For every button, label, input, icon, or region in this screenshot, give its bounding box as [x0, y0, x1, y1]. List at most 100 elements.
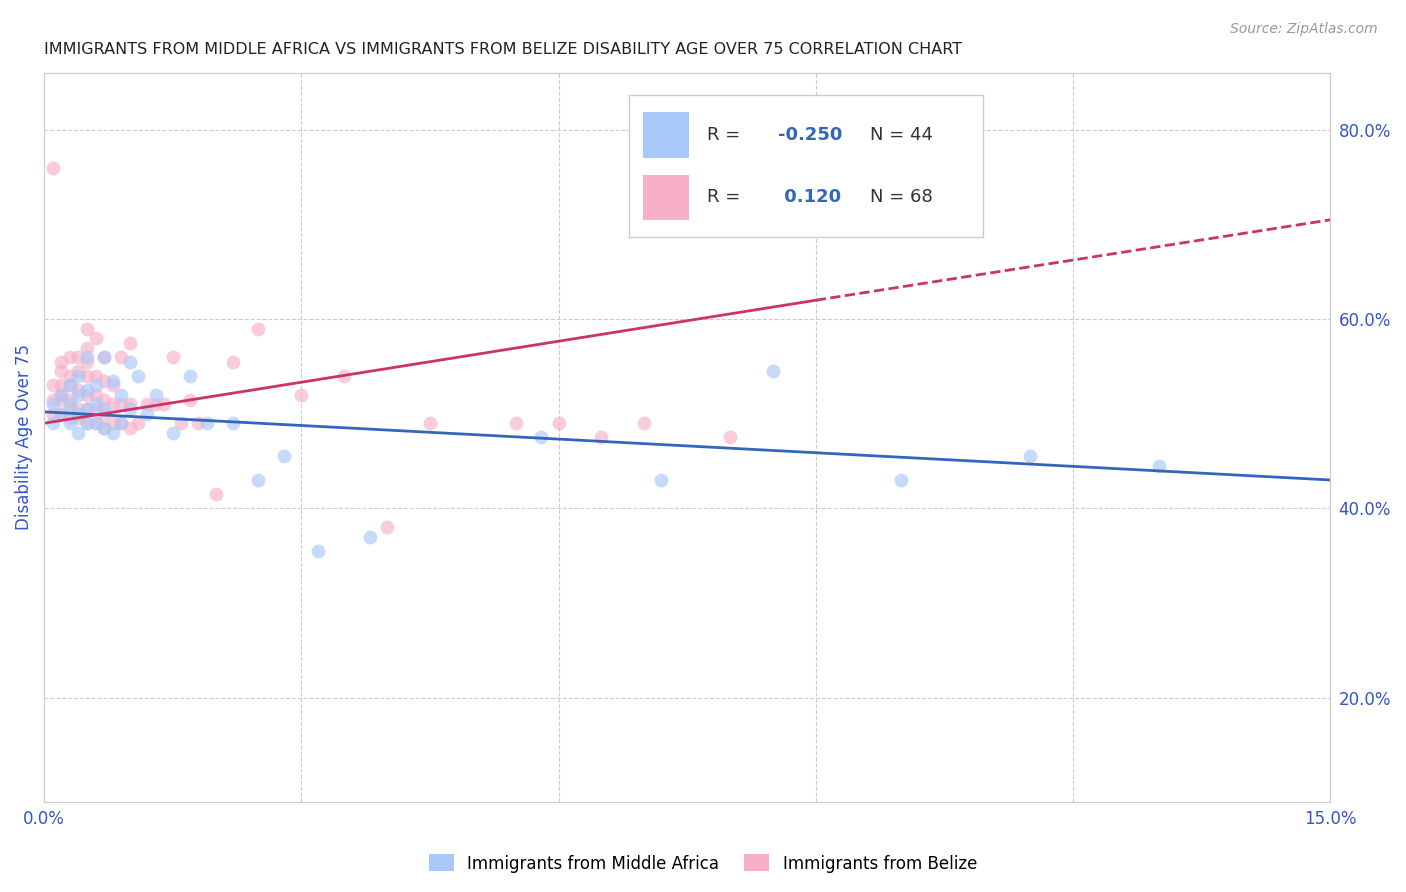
Point [93, 350, 115, 364]
Point [93, 392, 115, 407]
Point [118, 397, 141, 411]
Point [333, 368, 356, 383]
Point [136, 407, 159, 421]
Point [890, 473, 912, 487]
Legend: Immigrants from Middle Africa, Immigrants from Belize: Immigrants from Middle Africa, Immigrant… [422, 847, 984, 880]
Point [59, 402, 82, 417]
Point [179, 392, 201, 407]
Point [51, 364, 73, 378]
Point [41, 407, 63, 421]
Point [591, 430, 613, 444]
Point [84, 416, 107, 430]
Point [41, 378, 63, 392]
Point [650, 473, 672, 487]
Point [84, 416, 107, 430]
Y-axis label: Disability Age Over 75: Disability Age Over 75 [15, 344, 32, 531]
Point [145, 397, 167, 411]
Point [41, 392, 63, 407]
Point [76, 388, 98, 402]
Point [162, 425, 184, 440]
Point [1147, 458, 1170, 473]
Point [308, 544, 330, 558]
Point [93, 407, 115, 421]
Point [101, 378, 124, 392]
Point [290, 388, 312, 402]
Point [273, 450, 295, 464]
Point [59, 416, 82, 430]
Point [118, 421, 141, 435]
Point [51, 392, 73, 407]
Point [84, 378, 107, 392]
Point [41, 397, 63, 411]
Point [718, 430, 741, 444]
Point [505, 416, 527, 430]
Point [93, 421, 115, 435]
Point [67, 411, 90, 425]
Point [530, 430, 553, 444]
Point [179, 368, 201, 383]
Point [136, 397, 159, 411]
Point [67, 402, 90, 417]
Point [67, 368, 90, 383]
Point [41, 416, 63, 430]
Point [101, 397, 124, 411]
Point [170, 416, 193, 430]
Point [153, 397, 176, 411]
Point [76, 416, 98, 430]
Point [76, 368, 98, 383]
Point [76, 355, 98, 369]
Point [51, 407, 73, 421]
Point [67, 383, 90, 397]
Point [101, 374, 124, 388]
Point [375, 520, 398, 534]
Point [67, 407, 90, 421]
Point [145, 388, 167, 402]
Point [547, 416, 569, 430]
Point [76, 321, 98, 335]
Point [84, 331, 107, 345]
Point [76, 402, 98, 417]
Point [204, 487, 226, 501]
Point [76, 383, 98, 397]
Point [59, 378, 82, 392]
Point [51, 388, 73, 402]
Point [84, 397, 107, 411]
Point [195, 416, 218, 430]
Point [67, 364, 90, 378]
Point [1019, 450, 1042, 464]
Point [59, 411, 82, 425]
Point [162, 350, 184, 364]
Point [110, 397, 132, 411]
Point [67, 350, 90, 364]
Point [93, 421, 115, 435]
Point [247, 473, 270, 487]
Point [67, 425, 90, 440]
Point [110, 416, 132, 430]
Point [84, 368, 107, 383]
Point [84, 388, 107, 402]
Point [51, 378, 73, 392]
Point [51, 407, 73, 421]
Text: IMMIGRANTS FROM MIDDLE AFRICA VS IMMIGRANTS FROM BELIZE DISABILITY AGE OVER 75 C: IMMIGRANTS FROM MIDDLE AFRICA VS IMMIGRA… [44, 42, 962, 57]
Point [110, 416, 132, 430]
Point [59, 378, 82, 392]
Point [110, 350, 132, 364]
Point [222, 355, 245, 369]
Point [59, 392, 82, 407]
Point [76, 416, 98, 430]
Point [247, 321, 270, 335]
Point [222, 416, 245, 430]
Point [93, 374, 115, 388]
Point [118, 355, 141, 369]
Point [359, 530, 381, 544]
Point [84, 402, 107, 417]
Point [633, 416, 655, 430]
Point [187, 416, 209, 430]
Point [127, 416, 149, 430]
Point [101, 416, 124, 430]
Point [76, 402, 98, 417]
Point [118, 335, 141, 350]
Point [59, 397, 82, 411]
Text: Source: ZipAtlas.com: Source: ZipAtlas.com [1230, 22, 1378, 37]
Point [51, 355, 73, 369]
